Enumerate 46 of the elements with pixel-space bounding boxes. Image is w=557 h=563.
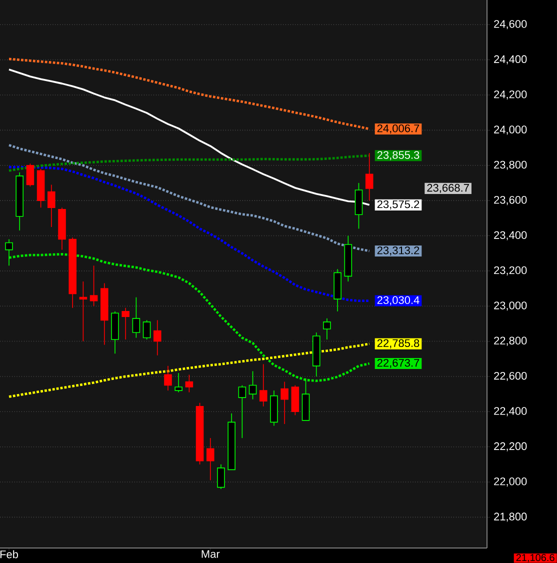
candlestick [48, 184, 56, 228]
candlestick [142, 320, 151, 340]
candlestick [90, 265, 98, 306]
candlestick [365, 152, 374, 201]
data-label: 23,575.2 [377, 200, 420, 210]
candlestick [122, 307, 130, 340]
x-tick-label: Feb [0, 550, 18, 558]
y-tick-label: 23,800 [494, 160, 527, 170]
candlestick [164, 366, 172, 391]
data-label: 23,313.2 [377, 246, 420, 256]
candlestick [26, 163, 34, 187]
data-label: 22,673.7 [377, 358, 420, 368]
candlestick [79, 281, 88, 342]
candlestick [132, 296, 140, 338]
y-tick-label: 23,000 [494, 302, 527, 311]
y-tick-label: 22,400 [494, 407, 527, 416]
y-tick-label: 22,200 [494, 442, 527, 452]
y-tick-label: 24,400 [494, 55, 527, 64]
candlestick [185, 374, 194, 393]
y-tick-label: 23,400 [494, 231, 527, 240]
candlestick [206, 438, 214, 481]
text: 23,668.7 [427, 184, 469, 194]
y-tick-label: 23,200 [494, 266, 527, 276]
y-tick-label: 24,600 [494, 20, 527, 30]
candlestick [323, 318, 331, 340]
data-label: 23,855.3 [377, 151, 420, 160]
y-tick-label: 24,000 [494, 126, 527, 135]
candlestick [153, 320, 162, 356]
data-label: 24,006.7 [377, 124, 420, 134]
data-label: 22,785.8 [377, 339, 420, 348]
data-label: 23,030.4 [377, 296, 420, 306]
candlestick [217, 464, 225, 490]
x-tick-label: Mar [202, 550, 220, 558]
y-tick-label: 23,600 [494, 196, 527, 206]
y-tick-label: 22,600 [494, 372, 527, 382]
y-tick-label: 22,000 [494, 477, 527, 487]
y-tick-label: 24,200 [494, 90, 527, 100]
candlestick [280, 381, 288, 424]
y-tick-label: 22,800 [494, 336, 527, 346]
candlestick [238, 384, 246, 438]
candlestick [248, 370, 257, 400]
candlestick [259, 364, 268, 407]
y-tick-label: 21,800 [494, 512, 527, 522]
candlestick [5, 238, 13, 266]
text: 21,106.6 [516, 554, 554, 562]
candlestick [174, 372, 182, 393]
